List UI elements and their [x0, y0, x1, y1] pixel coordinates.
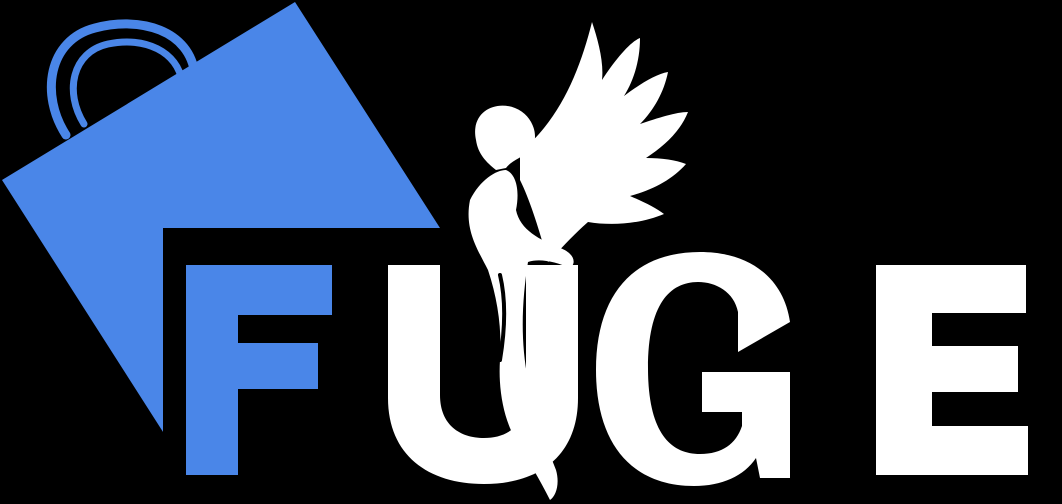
bag-body [2, 2, 440, 446]
letter-e [876, 265, 1028, 475]
bag-handle-outer [46, 19, 200, 140]
letter-u [388, 265, 578, 484]
shopping-bag-icon [2, 2, 440, 458]
letter-g [596, 252, 790, 486]
bag-handle-inner [69, 38, 186, 128]
bag-notch [163, 228, 177, 458]
letter-f [186, 265, 332, 475]
winged-figure-icon [468, 22, 688, 500]
